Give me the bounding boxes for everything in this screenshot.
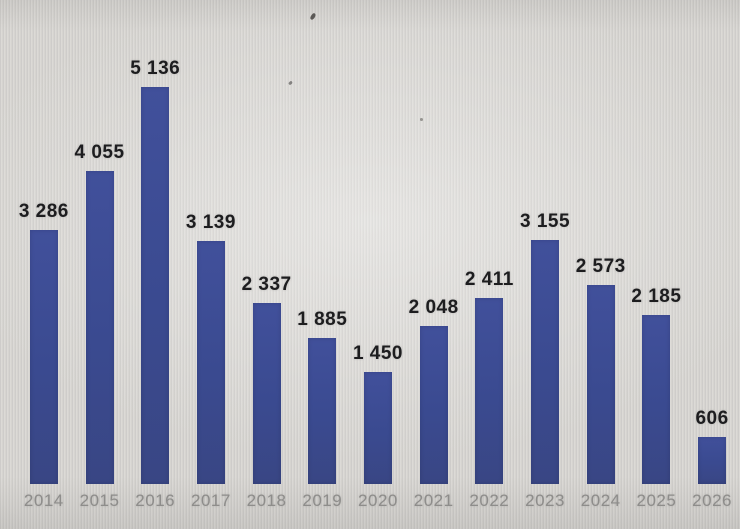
bar-value-label: 3 155 [520,211,571,232]
x-axis-label: 2016 [135,491,176,510]
bar [141,87,170,484]
bar-value-label: 3 286 [18,201,69,222]
bar-column-2022: 2 411 2022 [462,269,518,529]
bar [698,437,727,484]
bar-value-label: 2 185 [631,286,682,307]
x-axis-label: 2017 [190,491,231,510]
bar-value-label: 2 337 [241,274,292,295]
x-axis-label: 2024 [580,491,621,510]
x-axis-label: 2021 [413,491,454,510]
bar [419,326,448,484]
bar-column-2024: 2 573 2024 [573,256,629,529]
bar-value-label: 2 411 [464,269,514,290]
bar-column-2016: 5 136 2016 [127,58,183,529]
x-axis-label: 2025 [636,491,677,510]
bar [29,230,58,484]
bar-column-2021: 2 048 2021 [406,297,462,529]
bar-column-2026: 606 2026 [684,408,740,529]
bar-value-label: 3 139 [185,212,236,233]
bar-value-label: 1 450 [352,343,403,364]
x-axis-label: 2014 [23,491,64,510]
bar-column-2020: 1 450 2020 [350,343,406,529]
x-axis-label: 2026 [692,491,732,510]
bar-column-2014: 3 286 2014 [16,201,72,529]
x-axis-label: 2022 [469,491,510,510]
dust-speck [420,118,423,121]
bar-column-2018: 2 337 2018 [239,274,295,529]
bar [196,241,225,484]
x-axis-label: 2018 [246,491,287,510]
bar-column-2025: 2 185 2025 [629,286,685,529]
bar [85,171,114,484]
bar-column-2019: 1 885 2019 [294,309,350,529]
x-axis-label: 2020 [358,491,398,510]
bar-column-2023: 3 155 2023 [517,211,573,529]
bar [252,303,281,484]
bar [642,315,671,484]
x-axis-label: 2015 [79,491,120,510]
bar [531,240,560,484]
bar [363,372,392,484]
bar [586,285,615,484]
bar-value-label: 606 [695,408,729,429]
bar-value-label: 2 573 [575,256,626,277]
bar-value-label: 1 885 [297,309,348,330]
bar-value-label: 4 055 [74,142,125,163]
bar-column-2015: 4 055 2015 [72,142,128,529]
bar-value-label: 2 048 [408,297,459,318]
bar [308,338,337,484]
bar-chart: 3 286 2014 4 055 2015 5 136 2016 3 139 2017 2 33… [16,0,740,529]
x-axis-label: 2023 [525,491,565,510]
x-axis-label: 2019 [302,491,343,510]
bar-column-2017: 3 139 2017 [183,212,239,529]
bar [475,298,504,484]
bar-value-label: 5 136 [130,58,181,79]
